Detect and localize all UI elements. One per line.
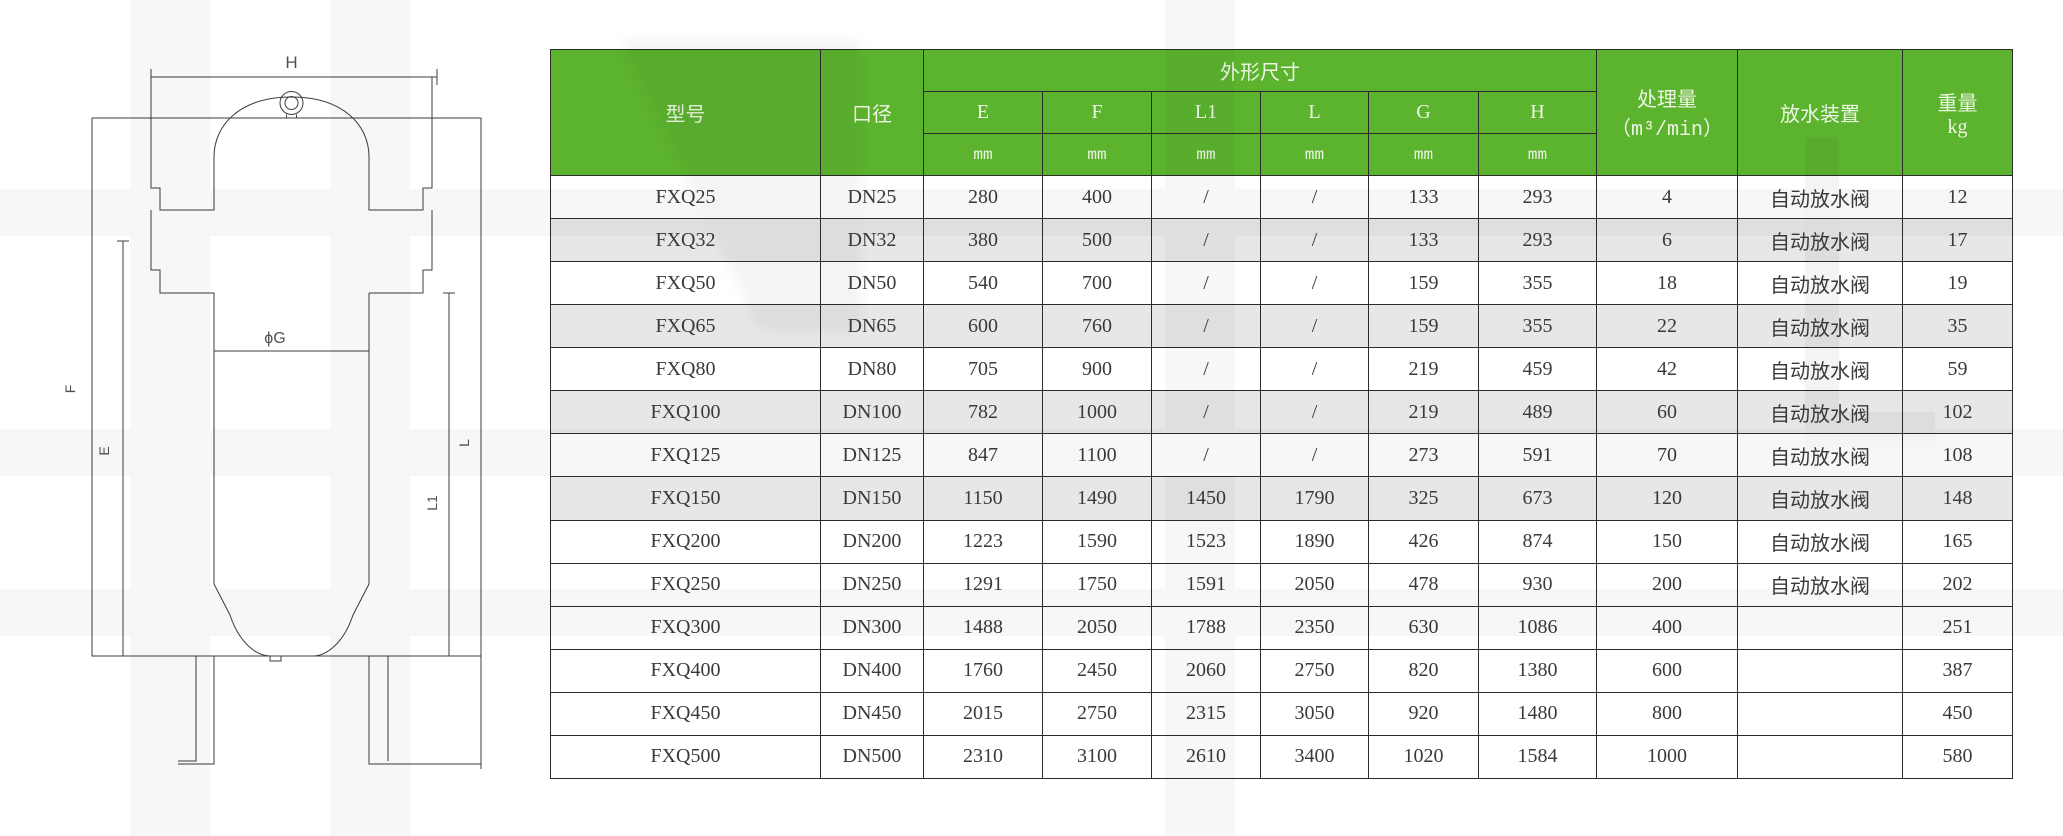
- svg-text:L1: L1: [424, 495, 440, 511]
- svg-text:F: F: [62, 385, 78, 394]
- svg-text:E: E: [96, 446, 112, 455]
- svg-text:L: L: [456, 439, 472, 447]
- svg-text:H: H: [285, 53, 297, 72]
- svg-text:ϕG: ϕG: [264, 330, 285, 347]
